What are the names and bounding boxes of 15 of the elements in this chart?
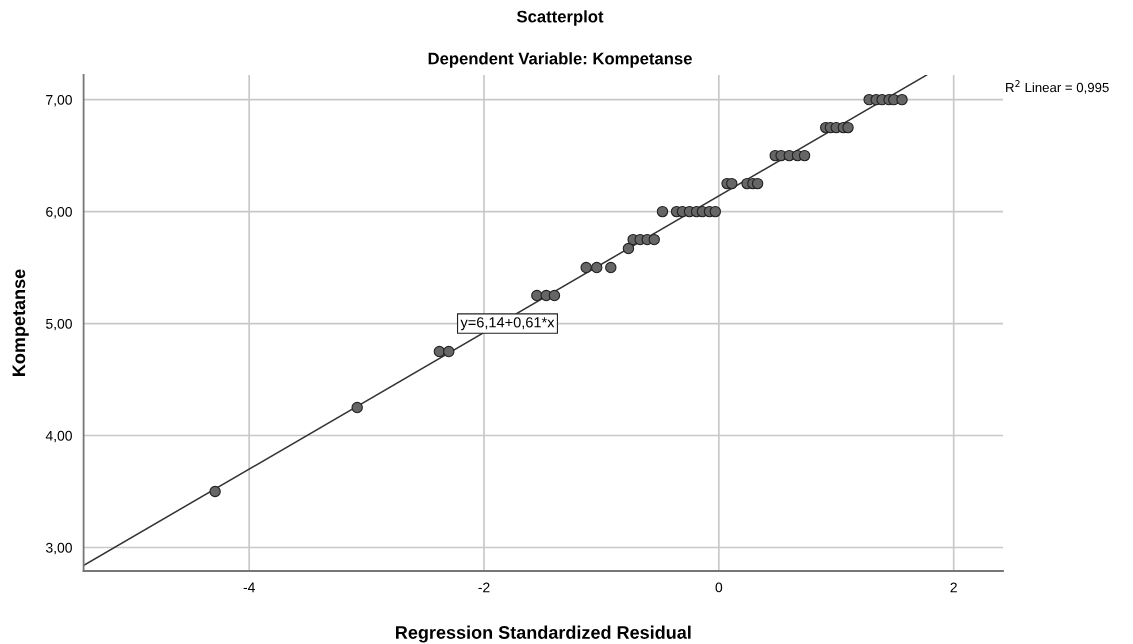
x-tick-label: -2 bbox=[478, 582, 490, 593]
x-tick-label: -4 bbox=[243, 582, 255, 593]
y-tick-label: 7,00 bbox=[46, 94, 72, 107]
x-axis-title: Regression Standardized Residual bbox=[396, 625, 691, 643]
y-tick-label: 4,00 bbox=[45, 430, 72, 443]
text: R$^{2}$ Linear = 0,995 bbox=[1006, 80, 1109, 94]
x-tick-label: 0 bbox=[715, 582, 723, 593]
x-tick-label: 2 bbox=[950, 582, 957, 593]
y-tick-label: 3,00 bbox=[45, 542, 72, 555]
chart-title: Scatterplot bbox=[516, 10, 604, 26]
chart-subtitle: Dependent Variable: Kompetanse bbox=[428, 52, 692, 68]
y-tick-label: 6,00 bbox=[46, 206, 72, 219]
y-axis-title: Kompetanse bbox=[12, 269, 29, 376]
annotation: y=6,14+0,61*x bbox=[460, 317, 555, 331]
y-tick-label: 5,00 bbox=[46, 318, 72, 331]
